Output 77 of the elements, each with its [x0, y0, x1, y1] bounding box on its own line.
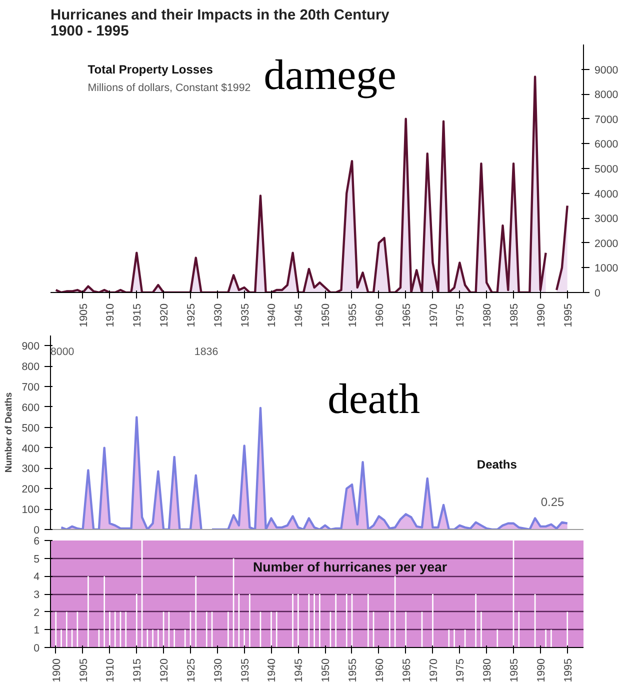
- y-tick-label: 600: [22, 402, 40, 414]
- x-tick-label: 1975: [454, 303, 467, 328]
- chart-title: Hurricanes and their Impacts in the 20th Century 1900 - 1995: [50, 8, 390, 40]
- y2-tick-label: 7000: [594, 114, 618, 126]
- x-tick-label: 1945: [293, 658, 306, 682]
- annotation: 0.25: [540, 495, 565, 510]
- annotation: 1836: [194, 346, 218, 358]
- y2-tick-label: 2000: [594, 238, 618, 250]
- y-tick-label: 400: [22, 442, 40, 455]
- x-tick-label: 1910: [104, 658, 117, 682]
- x-tick-label: 1980: [482, 303, 494, 328]
- y-tick-label: 4: [34, 571, 40, 584]
- x-tick-label: 1920: [158, 303, 171, 328]
- x-tick-label: 1930: [212, 658, 224, 682]
- x-tick-label: 1905: [78, 658, 90, 682]
- x-tick-label: 1910: [104, 303, 117, 328]
- annotation: damege: [264, 52, 396, 100]
- x-tick-label: 1950: [320, 658, 332, 682]
- y2-tick-label: 0: [594, 288, 600, 300]
- x-tick-label: 1955: [346, 658, 359, 682]
- x-tick-label: 1915: [132, 303, 144, 328]
- x-tick-label: 1930: [212, 303, 224, 328]
- x-tick-label: 1985: [508, 303, 521, 328]
- x-tick-label: 1990: [535, 658, 548, 682]
- x-tick-label: 1965: [400, 658, 413, 682]
- y-tick-label: 2: [34, 606, 40, 619]
- y-tick-label: 1: [34, 624, 40, 637]
- x-tick-label: 1960: [374, 658, 386, 682]
- x-tick-label: 1935: [239, 303, 252, 328]
- y-tick-label: 0: [34, 642, 40, 654]
- annotation: death: [328, 376, 420, 423]
- x-tick-label: 1935: [239, 658, 252, 682]
- x-tick-label: 1915: [132, 658, 144, 682]
- y-tick-label: 100: [22, 504, 40, 516]
- y-tick-label: 3: [34, 589, 40, 601]
- y-tick-label: 500: [22, 422, 40, 434]
- x-tick-label: 1990: [535, 303, 548, 328]
- y-tick-label: 300: [22, 463, 40, 476]
- y2-tick-label: 3000: [594, 213, 618, 226]
- x-tick-label: 1965: [400, 303, 413, 328]
- x-tick-label: 1920: [158, 658, 171, 682]
- x-tick-label: 1925: [185, 658, 198, 682]
- x-tick-label: 1975: [454, 658, 467, 682]
- y2-tick-label: 1000: [594, 262, 618, 275]
- y2-tick-label: 6000: [594, 138, 618, 151]
- text: Number of hurricanes per year: [253, 560, 448, 575]
- text: Total Property Losses: [88, 62, 214, 77]
- x-tick-label: 1970: [428, 658, 440, 682]
- x-tick-label: 1925: [185, 303, 198, 328]
- x-tick-label: 1980: [482, 658, 494, 682]
- x-tick-label: 1995: [562, 303, 574, 328]
- y-tick-label: 700: [22, 382, 40, 394]
- y2-tick-label: 4000: [594, 188, 618, 200]
- x-tick-label: 1970: [428, 303, 440, 328]
- y-axis-title: Number of Deaths: [4, 392, 14, 473]
- annotation: Millions of dollars, Constant $1992: [88, 82, 251, 94]
- x-tick-label: 1950: [320, 303, 332, 328]
- x-tick-label: 1905: [78, 303, 90, 328]
- x-tick-label: 1940: [266, 658, 278, 682]
- x-tick-label: 1945: [293, 303, 306, 328]
- y-tick-label: 900: [22, 340, 40, 353]
- y-tick-label: 5: [34, 553, 40, 566]
- x-tick-label: 1995: [562, 658, 574, 682]
- x-tick-label: 1960: [374, 303, 386, 328]
- annotation: 8000: [50, 346, 74, 358]
- x-tick-label: 1985: [508, 658, 521, 682]
- y2-tick-label: 8000: [594, 89, 618, 102]
- x-tick-label: 1900: [50, 658, 63, 682]
- y2-tick-label: 5000: [594, 164, 618, 176]
- x-tick-label: 1955: [346, 303, 359, 328]
- x-tick-label: 1940: [266, 303, 278, 328]
- y-tick-label: 800: [22, 361, 40, 374]
- text: Deaths: [476, 457, 518, 472]
- y2-tick-label: 9000: [594, 64, 618, 76]
- y-tick-label: 200: [22, 484, 40, 496]
- y-tick-label: 0: [34, 524, 40, 536]
- y-tick-label: 6: [34, 536, 40, 548]
